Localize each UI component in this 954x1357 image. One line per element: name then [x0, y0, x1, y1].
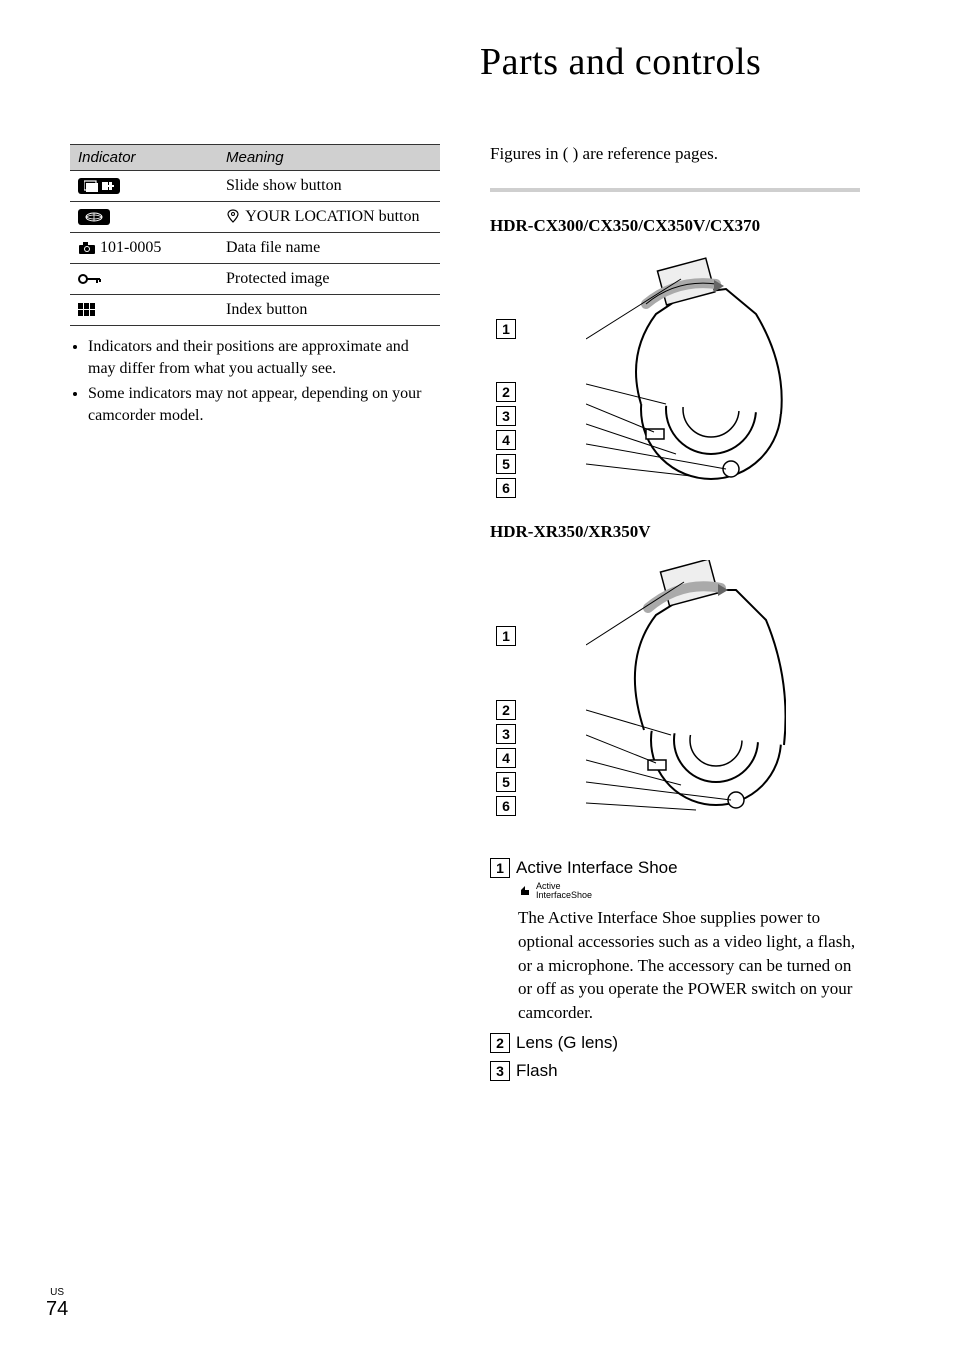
callout-6: 6	[496, 478, 516, 498]
meaning-cell: Slide show button	[218, 171, 440, 202]
callout-1: 1	[496, 319, 516, 339]
table-row: Slide show button	[70, 171, 440, 202]
col-header-meaning: Meaning	[218, 145, 440, 171]
table-row: Protected image	[70, 264, 440, 295]
part-item-3: 3 Flash	[490, 1061, 860, 1081]
two-column-layout: Indicator Meaning	[70, 144, 884, 1089]
diagram-b: 1 2 3 4 5 6	[496, 550, 786, 830]
callout-3: 3	[496, 406, 516, 426]
right-column: Figures in ( ) are reference pages. HDR-…	[490, 144, 860, 1089]
part-description: The Active Interface Shoe supplies power…	[518, 906, 860, 1025]
model-label-b: HDR-XR350/XR350V	[490, 522, 860, 542]
col-header-indicator: Indicator	[70, 145, 218, 171]
table-row: Index button	[70, 295, 440, 326]
section-divider	[490, 188, 860, 192]
notes-list: Indicators and their positions are appro…	[70, 336, 440, 426]
callout-2: 2	[496, 382, 516, 402]
region-code: US	[46, 1287, 68, 1298]
meaning-cell: Protected image	[218, 264, 440, 295]
table-row: 101-0005 Data file name	[70, 233, 440, 264]
page-footer: US 74	[46, 1287, 68, 1321]
diagram-a: 1 2 3 4 5 6	[496, 244, 786, 494]
location-icon	[78, 209, 110, 225]
part-name: Active Interface Shoe	[516, 858, 678, 878]
callout-2: 2	[496, 700, 516, 720]
note-item: Some indicators may not appear, dependin…	[88, 383, 440, 426]
meaning-cell: Data file name	[218, 233, 440, 264]
page-number: 74	[46, 1298, 68, 1320]
reference-note: Figures in ( ) are reference pages.	[490, 144, 860, 164]
meaning-cell: Index button	[218, 295, 440, 326]
callout-column: 2 3 4 5 6	[496, 382, 516, 498]
key-icon	[78, 273, 102, 285]
indicator-table: Indicator Meaning	[70, 144, 440, 326]
callout-3: 3	[496, 724, 516, 744]
map-pin-icon	[226, 209, 243, 224]
left-column: Indicator Meaning	[70, 144, 440, 1089]
page-title: Parts and controls	[480, 40, 884, 84]
parts-list: 1 Active Interface Shoe Active Interface…	[490, 858, 860, 1081]
file-number: 101-0005	[100, 239, 161, 256]
callout-6: 6	[496, 796, 516, 816]
part-number-box: 2	[490, 1033, 510, 1053]
camera-icon	[78, 241, 96, 255]
callout-5: 5	[496, 454, 516, 474]
callout-4: 4	[496, 748, 516, 768]
model-label-a: HDR-CX300/CX350/CX350V/CX370	[490, 216, 860, 236]
part-name: Lens (G lens)	[516, 1033, 618, 1053]
part-item-1: 1 Active Interface Shoe Active Interface…	[490, 858, 860, 1025]
table-row: YOUR LOCATION button	[70, 202, 440, 233]
callout-1: 1	[496, 626, 516, 646]
callout-column: 1	[496, 626, 516, 646]
grid-icon	[78, 303, 96, 317]
callout-column: 2 3 4 5 6	[496, 700, 516, 816]
callout-column: 1	[496, 319, 516, 339]
part-number-box: 3	[490, 1061, 510, 1081]
part-name: Flash	[516, 1061, 558, 1081]
callout-5: 5	[496, 772, 516, 792]
meaning-cell: YOUR LOCATION button	[218, 202, 440, 233]
camera-illustration-a	[586, 254, 786, 484]
camera-illustration-b	[586, 560, 786, 820]
slideshow-icon	[78, 178, 120, 194]
part-number-box: 1	[490, 858, 510, 878]
part-item-2: 2 Lens (G lens)	[490, 1033, 860, 1053]
active-interface-shoe-logo: Active InterfaceShoe	[518, 882, 860, 900]
callout-4: 4	[496, 430, 516, 450]
note-item: Indicators and their positions are appro…	[88, 336, 440, 379]
